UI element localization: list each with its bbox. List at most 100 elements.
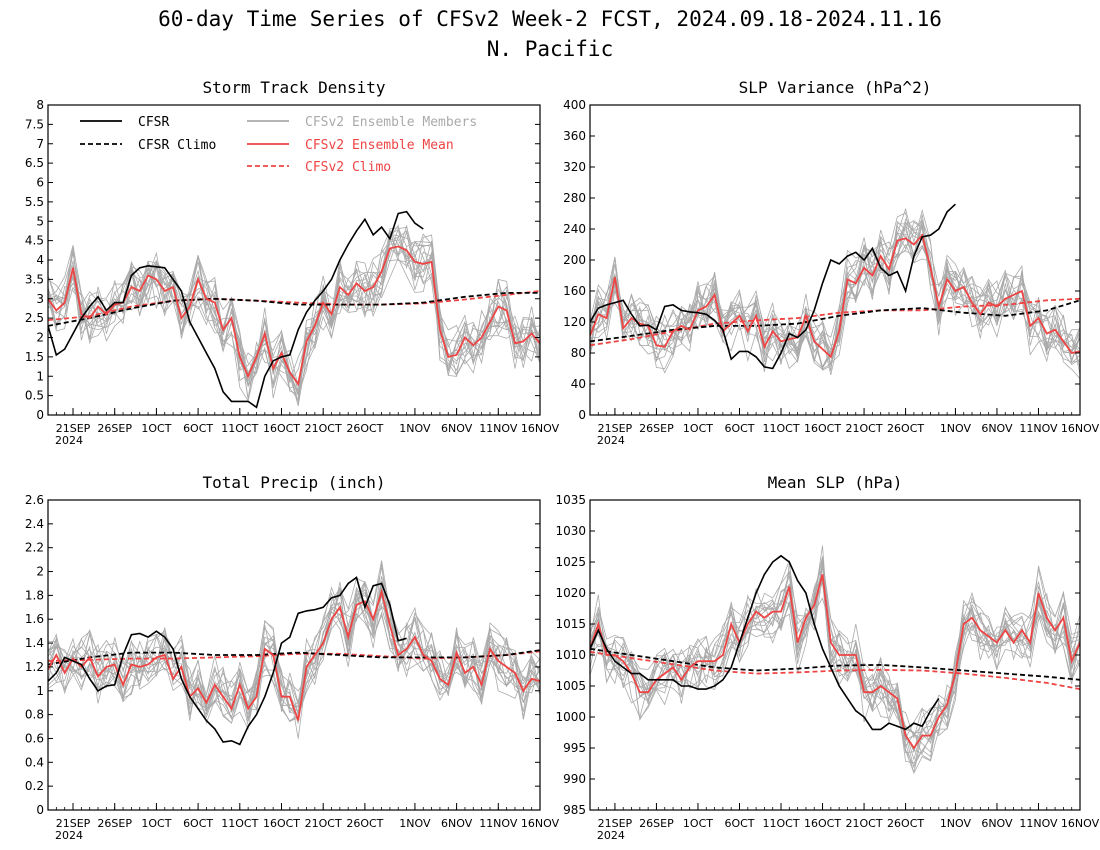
figure-subtitle: N. Pacific [487, 37, 613, 61]
y-tick-label: 1 [36, 369, 44, 383]
ensemble-member-line [48, 587, 540, 722]
x-tick-label: 21OCT [305, 422, 342, 435]
ensemble-member-line [48, 581, 540, 721]
x-tick-label: 11OCT [221, 817, 258, 830]
x-tick-label: 11OCT [221, 422, 258, 435]
cfsr-climo-line [48, 292, 540, 327]
x-tick-label: 6OCT [183, 817, 213, 830]
x-tick-year-label: 2024 [55, 829, 83, 842]
y-tick-label: 240 [563, 222, 586, 236]
x-tick-label: 1NOV [940, 817, 972, 830]
y-tick-label: 0.8 [25, 708, 44, 722]
cfsr-climo-line [48, 649, 540, 666]
plot-area [48, 210, 540, 409]
plot-area [48, 560, 540, 746]
y-tick-label: 200 [563, 253, 586, 267]
y-tick-label: 160 [563, 284, 586, 298]
cfsr-line [48, 210, 424, 409]
legend-ens-mean-label: CFSv2 Ensemble Mean [305, 138, 454, 153]
x-tick-label: 1OCT [141, 817, 171, 830]
cfsv2-climo-line [48, 290, 540, 321]
ensemble-mean-line [48, 588, 540, 721]
y-tick-label: 6 [36, 176, 44, 190]
y-tick-label: 0.4 [25, 755, 44, 769]
panel-storm-track-density: Storm Track Density 0 0.5 1 1.5 2 2.5 3 3.5 4 4.5 5… [25, 78, 560, 447]
x-tick-year-label: 2024 [597, 829, 625, 842]
cfsr-line [590, 203, 956, 370]
ensemble-member-line [48, 238, 540, 395]
y-tick-label: 1030 [555, 524, 586, 538]
x-tick-label: 6OCT [183, 422, 213, 435]
y-tick-label: 1005 [555, 679, 586, 693]
plot-area [590, 203, 1080, 379]
x-tick-label: 1OCT [141, 422, 171, 435]
x-tick-label: 16NOV [1061, 817, 1100, 830]
cfsv2-climo-line [590, 651, 1080, 690]
y-tick-label: 7.5 [25, 117, 44, 131]
ensemble-member-line [48, 239, 540, 396]
x-tick-label: 26OCT [887, 817, 924, 830]
x-tick-label: 26OCT [346, 422, 383, 435]
y-tick-label: 2.5 [25, 311, 44, 325]
ensemble-member-line [48, 576, 540, 709]
y-tick-label: 40 [571, 377, 586, 391]
panel-total-precip: Total Precip (inch) 0 0.2 0.4 0.6 0.8 1 1.2 1.4 1… [25, 473, 560, 842]
cfsr-line [590, 554, 940, 731]
y-tick-label: 8 [36, 98, 44, 112]
y-tick-label: 80 [571, 346, 586, 360]
ensemble-member-line [590, 243, 1080, 379]
y-tick-label: 1015 [555, 617, 586, 631]
x-tick-label: 16OCT [804, 817, 841, 830]
x-tick-label: 21SEP [598, 422, 633, 435]
cfsr-climo-line [590, 647, 1080, 681]
x-tick-label: 26SEP [639, 817, 674, 830]
y-tick-label: 2 [36, 565, 44, 579]
x-tick-label: 1OCT [683, 422, 713, 435]
y-tick-label: 4.5 [25, 234, 44, 248]
figure-title: 60-day Time Series of CFSv2 Week-2 FCST,… [158, 7, 942, 31]
x-tick-label: 16NOV [521, 817, 560, 830]
y-tick-label: 0 [36, 408, 44, 422]
y-tick-label: 1.4 [25, 636, 44, 650]
y-tick-label: 1025 [555, 555, 586, 569]
x-tick-label: 16NOV [1061, 422, 1100, 435]
x-tick-label: 16OCT [263, 422, 300, 435]
y-tick-label: 0.5 [25, 389, 44, 403]
x-tick-label: 21SEP [598, 817, 633, 830]
ensemble-member-line [590, 218, 1080, 369]
cfsr-climo-line [590, 299, 1080, 343]
y-tick-label: 1 [36, 684, 44, 698]
x-tick-label: 21SEP [56, 817, 91, 830]
x-tick-label: 26SEP [97, 817, 132, 830]
x-tick-label: 26SEP [97, 422, 132, 435]
y-tick-label: 3.5 [25, 272, 44, 286]
x-tick-label: 11NOV [479, 817, 518, 830]
y-tick-label: 6.5 [25, 156, 44, 170]
ensemble-member-line [48, 581, 540, 721]
x-tick-label: 6OCT [724, 817, 754, 830]
plot-frame [47, 499, 541, 811]
ensemble-mean-line [590, 233, 1080, 359]
x-tick-label: 1OCT [683, 817, 713, 830]
ensemble-member-line [48, 611, 540, 724]
x-tick-label: 26OCT [346, 817, 383, 830]
ensemble-member-line [48, 233, 540, 399]
y-tick-label: 360 [563, 129, 586, 143]
ensemble-mean-line [590, 574, 1080, 750]
x-tick-label: 11NOV [1019, 422, 1058, 435]
legend-cfsv2-climo-label: CFSv2 Climo [305, 160, 391, 175]
y-tick-label: 2 [36, 331, 44, 345]
y-tick-label: 1010 [555, 648, 586, 662]
x-tick-label: 21OCT [846, 422, 883, 435]
legend-cfsr-climo-label: CFSR Climo [138, 138, 216, 153]
x-tick-label: 11NOV [1019, 817, 1058, 830]
ensemble-member-line [590, 563, 1080, 775]
y-tick-label: 120 [563, 315, 586, 329]
y-tick-label: 2.6 [25, 493, 44, 507]
ensemble-member-line [48, 583, 540, 724]
x-tick-label: 1NOV [940, 422, 972, 435]
y-tick-label: 280 [563, 191, 586, 205]
x-tick-label: 16OCT [263, 817, 300, 830]
ensemble-member-line [48, 253, 540, 406]
y-tick-label: 990 [563, 772, 586, 786]
